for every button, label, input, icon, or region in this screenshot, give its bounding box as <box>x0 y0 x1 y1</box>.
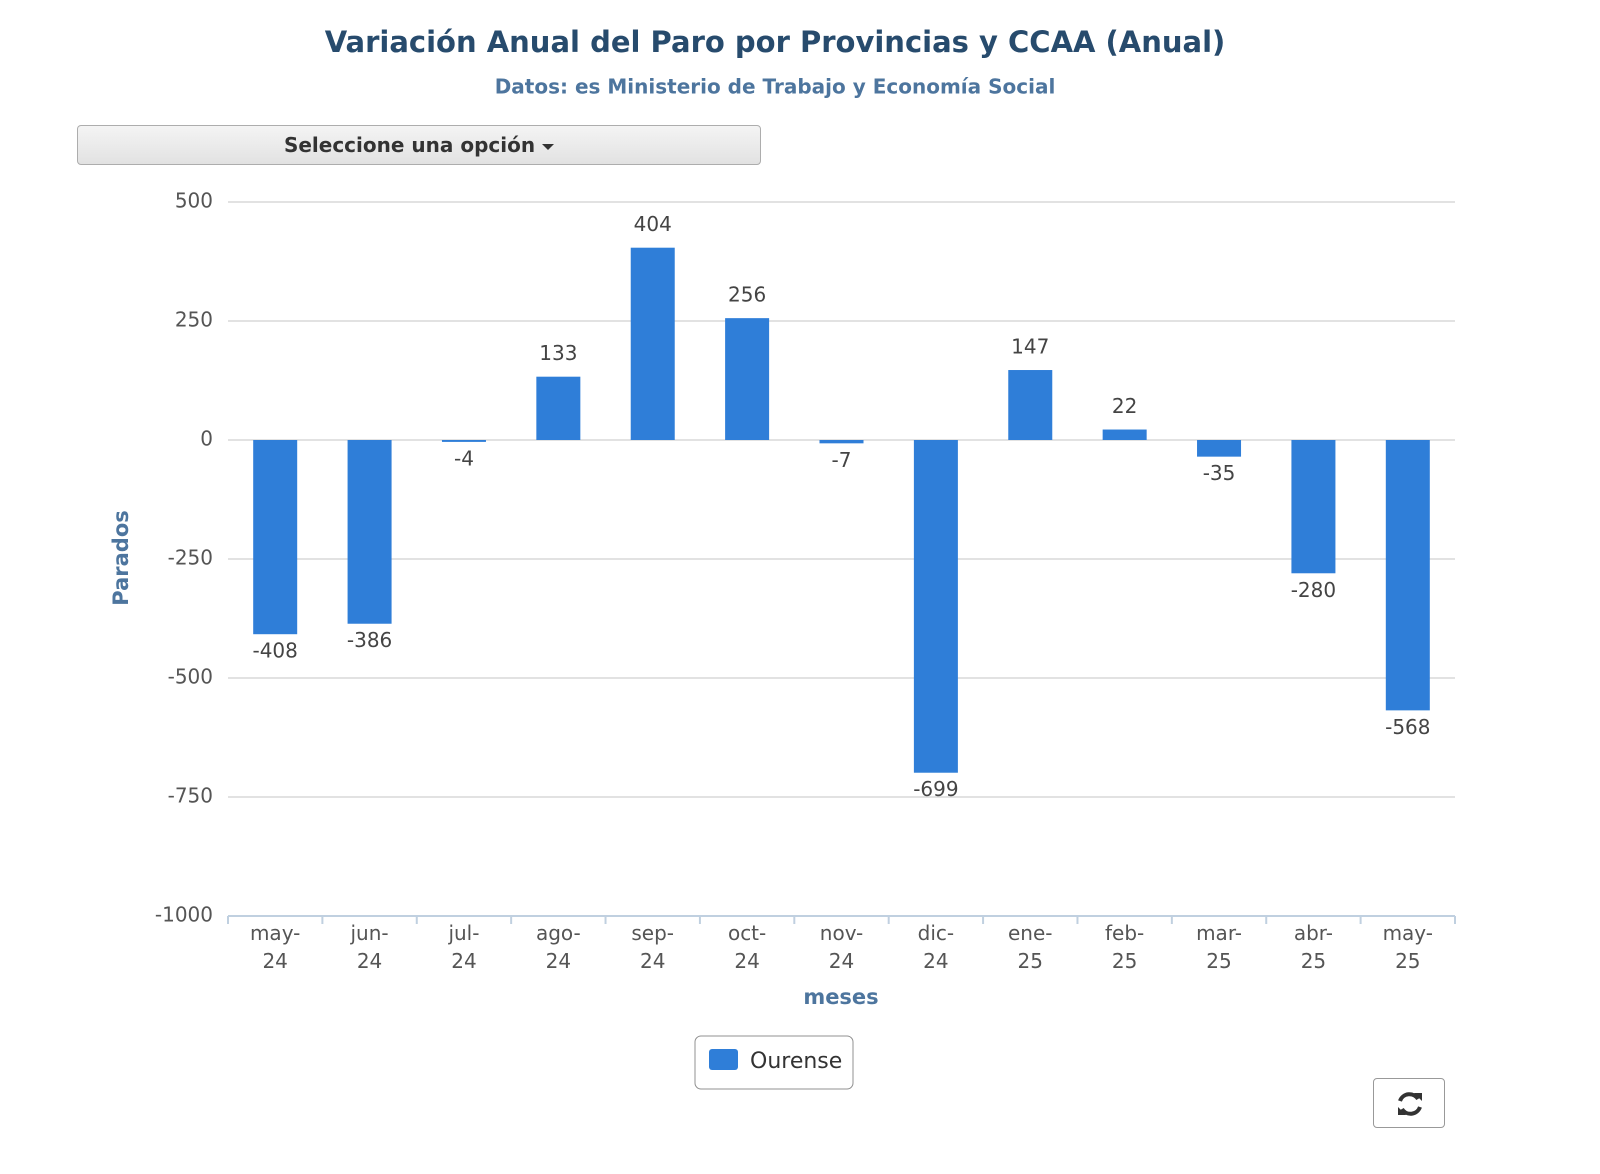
y-tick-label: -750 <box>168 784 213 808</box>
data-label: -568 <box>1385 715 1430 739</box>
data-label: 256 <box>728 283 766 307</box>
refresh-button[interactable] <box>1373 1078 1445 1128</box>
bar <box>536 376 581 440</box>
y-axis-label: Parados <box>109 510 133 605</box>
bar <box>1291 440 1336 574</box>
bar <box>630 247 675 440</box>
chart-title: Variación Anual del Paro por Provincias … <box>325 25 1226 59</box>
dropdown-label: Seleccione una opción <box>283 133 536 157</box>
bar <box>441 440 486 442</box>
x-tick-label: may- 25 <box>1382 921 1434 973</box>
legend-swatch <box>709 1049 738 1070</box>
x-tick-label: ene- 25 <box>1008 921 1053 973</box>
x-tick-label: abr- 25 <box>1293 921 1333 973</box>
y-tick-label: -1000 <box>155 903 213 927</box>
x-tick-label: oct- 24 <box>727 921 767 973</box>
x-axis-label: meses <box>803 985 878 1009</box>
dropdown-button[interactable]: Seleccione una opción <box>77 125 761 165</box>
y-tick-label: 0 <box>200 427 213 451</box>
bar <box>1008 370 1053 440</box>
x-tick-label: dic- 24 <box>917 921 955 973</box>
legend-label: Ourense <box>750 1049 842 1074</box>
y-tick-label: 250 <box>175 308 213 332</box>
y-tick-label: -250 <box>168 546 213 570</box>
data-label: 22 <box>1112 394 1137 418</box>
x-tick-label: mar- 25 <box>1196 921 1242 973</box>
bar <box>819 440 864 444</box>
data-label: 404 <box>634 212 672 236</box>
data-label: -280 <box>1291 578 1336 602</box>
bar <box>347 440 392 624</box>
y-tick-label: 500 <box>175 189 213 213</box>
data-label: -7 <box>832 448 852 472</box>
y-tick-label: -500 <box>168 665 213 689</box>
data-label: -699 <box>913 777 958 801</box>
x-tick-label: jun- 24 <box>350 921 389 973</box>
x-tick-label: jul- 24 <box>448 921 480 973</box>
bar <box>253 440 298 635</box>
data-label: -35 <box>1203 461 1236 485</box>
data-label: 147 <box>1011 335 1049 359</box>
bar <box>725 318 770 440</box>
x-tick-label: ago- 24 <box>535 921 581 973</box>
refresh-icon <box>1398 1092 1422 1116</box>
bar <box>1102 429 1147 440</box>
bar <box>1385 440 1430 711</box>
data-label: -4 <box>454 446 474 470</box>
data-label: -386 <box>347 628 392 652</box>
chart-subtitle: Datos: es Ministerio de Trabajo y Econom… <box>495 75 1056 99</box>
x-tick-label: sep- 24 <box>631 921 675 973</box>
bar <box>913 440 958 773</box>
data-label: 133 <box>539 341 577 365</box>
caret-icon <box>542 143 555 150</box>
data-label: -408 <box>252 639 297 663</box>
x-tick-label: nov- 24 <box>819 921 864 973</box>
x-tick-label: may- 24 <box>249 921 301 973</box>
x-tick-label: feb- 25 <box>1105 921 1145 973</box>
bar <box>1197 440 1242 457</box>
